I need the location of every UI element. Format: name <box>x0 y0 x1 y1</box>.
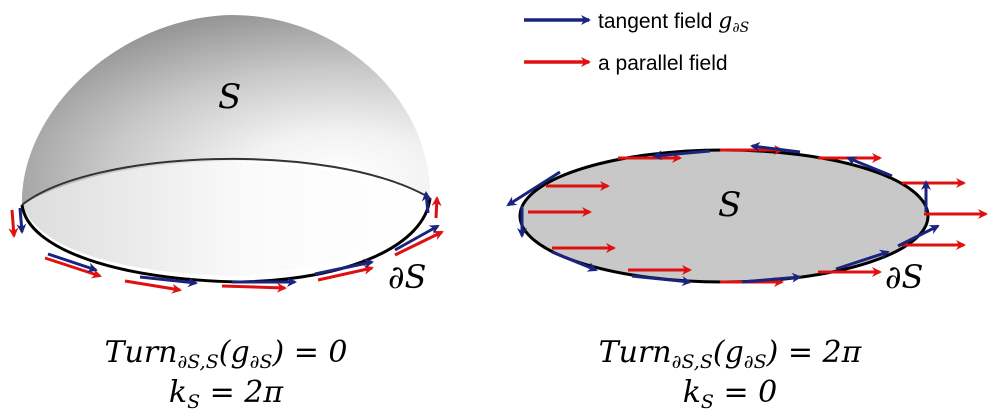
tangent-arrow <box>897 224 940 248</box>
left-boundary-label: ∂S <box>388 258 426 296</box>
tangent-arrow <box>314 258 374 276</box>
tangent-arrow <box>846 156 893 178</box>
hemisphere-dome <box>21 14 431 206</box>
left-turn-equation: Turn∂S,S(g∂S) = 0 <box>104 335 347 373</box>
hemisphere-inner-surface <box>22 160 430 276</box>
tangent-arrow <box>652 149 711 161</box>
parallel-arrow <box>394 230 444 257</box>
right-panel: S ∂S <box>506 142 988 413</box>
tangent-arrow <box>47 252 98 273</box>
tangent-arrow <box>421 191 432 214</box>
left-surface-label: S <box>218 77 241 117</box>
right-curvature-equation: kS = 0 <box>683 375 778 413</box>
parallel-arrow <box>44 256 102 279</box>
parallel-arrow <box>8 209 19 238</box>
parallel-arrow <box>221 282 287 293</box>
hemisphere-rim <box>21 157 431 206</box>
parallel-arrow <box>317 264 374 282</box>
right-tangent-arrows <box>506 142 940 287</box>
parallel-arrow <box>431 196 442 219</box>
tangent-arrow <box>16 207 27 234</box>
left-parallel-arrows <box>8 196 444 294</box>
left-curvature-equation: kS = 2π <box>169 375 285 413</box>
tangent-arrow <box>551 250 598 272</box>
right-surface-label: S <box>718 185 741 225</box>
tangent-arrow <box>139 275 198 288</box>
legend-tangent-label: tangent field g∂S <box>598 9 749 36</box>
right-turn-equation: Turn∂S,S(g∂S) = 2π <box>599 335 863 373</box>
tangent-arrow <box>750 142 801 154</box>
legend: tangent field g∂S a parallel field <box>524 9 749 75</box>
tangent-arrow <box>835 249 890 271</box>
tangent-arrow <box>506 170 561 207</box>
left-tangent-arrows <box>16 191 440 288</box>
tangent-arrow <box>741 272 802 284</box>
parallel-arrow <box>124 279 182 294</box>
right-boundary-label: ∂S <box>885 258 923 296</box>
legend-parallel-label: a parallel field <box>598 52 728 75</box>
tangent-arrow <box>394 224 440 252</box>
tangent-arrow <box>631 274 692 287</box>
left-panel: S ∂S Turn∂S,S(g∂S) = 0 kS = 2π <box>8 14 444 413</box>
